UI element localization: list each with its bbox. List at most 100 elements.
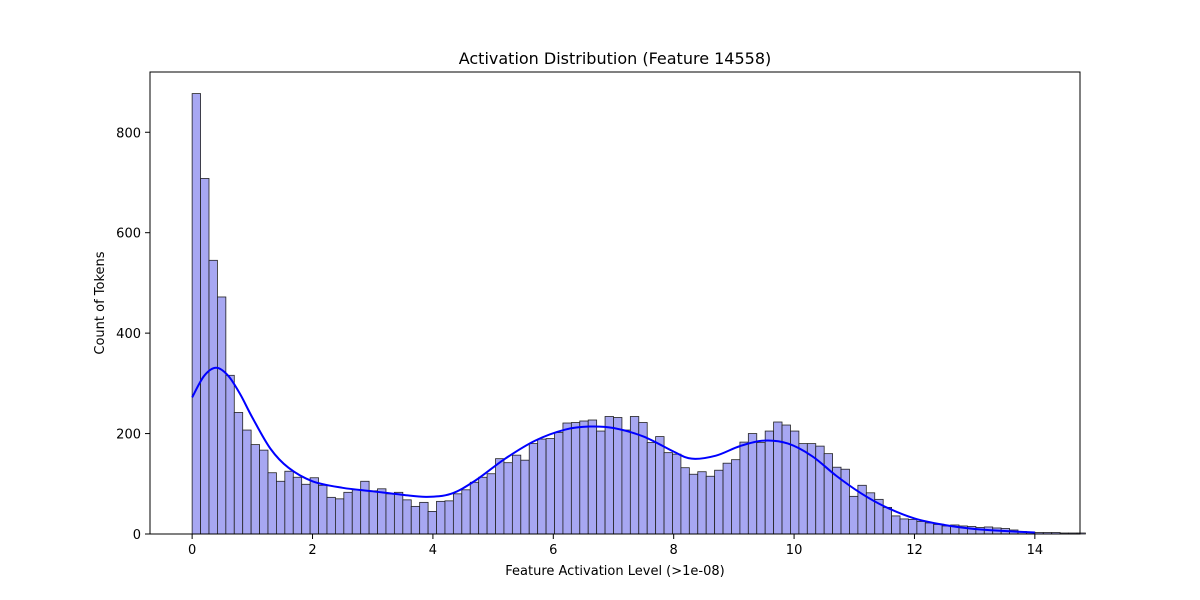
histogram-bar bbox=[461, 489, 471, 535]
histogram-bar bbox=[284, 470, 294, 535]
histogram-bar bbox=[250, 444, 260, 535]
histogram-bar bbox=[570, 422, 581, 535]
histogram-bar bbox=[739, 441, 749, 535]
histogram-bar bbox=[554, 432, 564, 535]
histogram-bar bbox=[604, 416, 614, 535]
histogram-bar bbox=[292, 476, 303, 535]
histogram-bar bbox=[452, 493, 463, 535]
histogram-bar bbox=[301, 483, 311, 535]
histogram-bar bbox=[613, 417, 623, 535]
histogram-bar bbox=[697, 471, 707, 535]
histogram-bar bbox=[705, 475, 716, 535]
histogram-bar bbox=[233, 412, 244, 535]
histogram-bar bbox=[419, 501, 429, 535]
histogram-bar bbox=[663, 452, 673, 535]
histogram-bar bbox=[200, 178, 210, 535]
histogram-bar bbox=[351, 489, 362, 535]
histogram-bar bbox=[621, 429, 631, 535]
histogram-bar bbox=[377, 488, 387, 535]
histogram-bars bbox=[191, 93, 1086, 535]
histogram-bar bbox=[208, 259, 218, 535]
histogram-bar bbox=[444, 500, 454, 535]
histogram-bar bbox=[638, 422, 648, 535]
x-tick-label: 14 bbox=[1027, 543, 1044, 558]
histogram-bar bbox=[385, 493, 395, 535]
histogram-bar bbox=[747, 433, 758, 535]
histogram-bar bbox=[225, 374, 235, 535]
histogram-bar bbox=[908, 519, 918, 535]
histogram-bar bbox=[764, 430, 775, 535]
histogram-bar bbox=[672, 453, 682, 535]
histogram-bar bbox=[276, 480, 286, 535]
y-tick-label: 0 bbox=[133, 528, 141, 543]
histogram-bar bbox=[722, 462, 732, 535]
histogram-bar bbox=[688, 473, 699, 535]
histogram-bar bbox=[503, 462, 513, 535]
histogram-bar bbox=[849, 495, 859, 535]
histogram-bar bbox=[562, 422, 572, 535]
x-tick-label: 8 bbox=[670, 543, 678, 558]
histogram-bar bbox=[318, 484, 328, 535]
histogram-bar bbox=[756, 442, 766, 535]
histogram-bar bbox=[840, 468, 850, 535]
histogram-bar bbox=[579, 420, 589, 535]
histogram-bar bbox=[368, 490, 378, 535]
histogram-bar bbox=[537, 438, 547, 535]
x-axis-label: Feature Activation Level (>1e-08) bbox=[505, 564, 724, 579]
histogram-bar bbox=[334, 498, 345, 535]
x-tick-label: 0 bbox=[188, 543, 196, 558]
histogram-bar bbox=[773, 421, 783, 535]
histogram-bar bbox=[520, 459, 530, 535]
histogram-bar bbox=[191, 93, 201, 535]
x-axis-ticks: 0 2 4 6 8 10 12 14 bbox=[188, 534, 1043, 558]
histogram-bar bbox=[326, 496, 336, 535]
y-tick-label: 800 bbox=[116, 126, 141, 141]
histogram-bar bbox=[680, 467, 690, 535]
histogram-bar bbox=[511, 454, 522, 535]
histogram-bar bbox=[731, 459, 741, 535]
x-tick-label: 10 bbox=[786, 543, 803, 558]
histogram-bar bbox=[436, 500, 446, 535]
histogram-bar bbox=[655, 436, 665, 535]
histogram-bar bbox=[899, 518, 909, 535]
histogram-bar bbox=[410, 505, 421, 535]
histogram-bar bbox=[528, 443, 539, 535]
y-tick-label: 200 bbox=[116, 428, 141, 443]
histogram-bar bbox=[916, 521, 926, 535]
histogram-bar bbox=[941, 525, 951, 535]
y-tick-label: 600 bbox=[116, 227, 141, 242]
y-tick-label: 400 bbox=[116, 327, 141, 342]
histogram-bar bbox=[545, 438, 555, 535]
histogram-bar bbox=[891, 515, 901, 535]
y-axis-label: Count of Tokens bbox=[93, 251, 108, 354]
histogram-bar bbox=[427, 511, 437, 535]
histogram-bar bbox=[478, 476, 488, 535]
histogram-bar bbox=[1076, 532, 1086, 535]
histogram-bar bbox=[924, 522, 935, 535]
chart-title: Activation Distribution (Feature 14558) bbox=[459, 49, 772, 68]
histogram-bar bbox=[714, 469, 724, 535]
histogram-bar bbox=[242, 429, 252, 535]
histogram-bar bbox=[587, 419, 598, 535]
y-axis-ticks: 0 200 400 600 800 bbox=[116, 126, 150, 543]
histogram-bar bbox=[217, 296, 227, 535]
x-tick-label: 2 bbox=[308, 543, 316, 558]
histogram-bar bbox=[267, 472, 277, 535]
histogram-bar bbox=[259, 449, 269, 535]
histogram-bar bbox=[798, 443, 808, 535]
histogram-bar bbox=[393, 491, 404, 535]
histogram-bar bbox=[882, 506, 892, 535]
plot-frame bbox=[149, 71, 1081, 535]
kde-curve bbox=[191, 366, 1035, 534]
histogram-bar bbox=[469, 481, 480, 535]
x-tick-label: 6 bbox=[549, 543, 557, 558]
histogram-bar bbox=[933, 524, 943, 535]
histogram-bar bbox=[402, 499, 412, 535]
histogram-bar bbox=[309, 477, 319, 535]
histogram-bar bbox=[596, 430, 606, 535]
histogram-bar bbox=[486, 473, 496, 535]
histogram-bar bbox=[646, 442, 657, 535]
histogram-bar bbox=[343, 491, 353, 535]
histogram-bar bbox=[495, 458, 505, 535]
